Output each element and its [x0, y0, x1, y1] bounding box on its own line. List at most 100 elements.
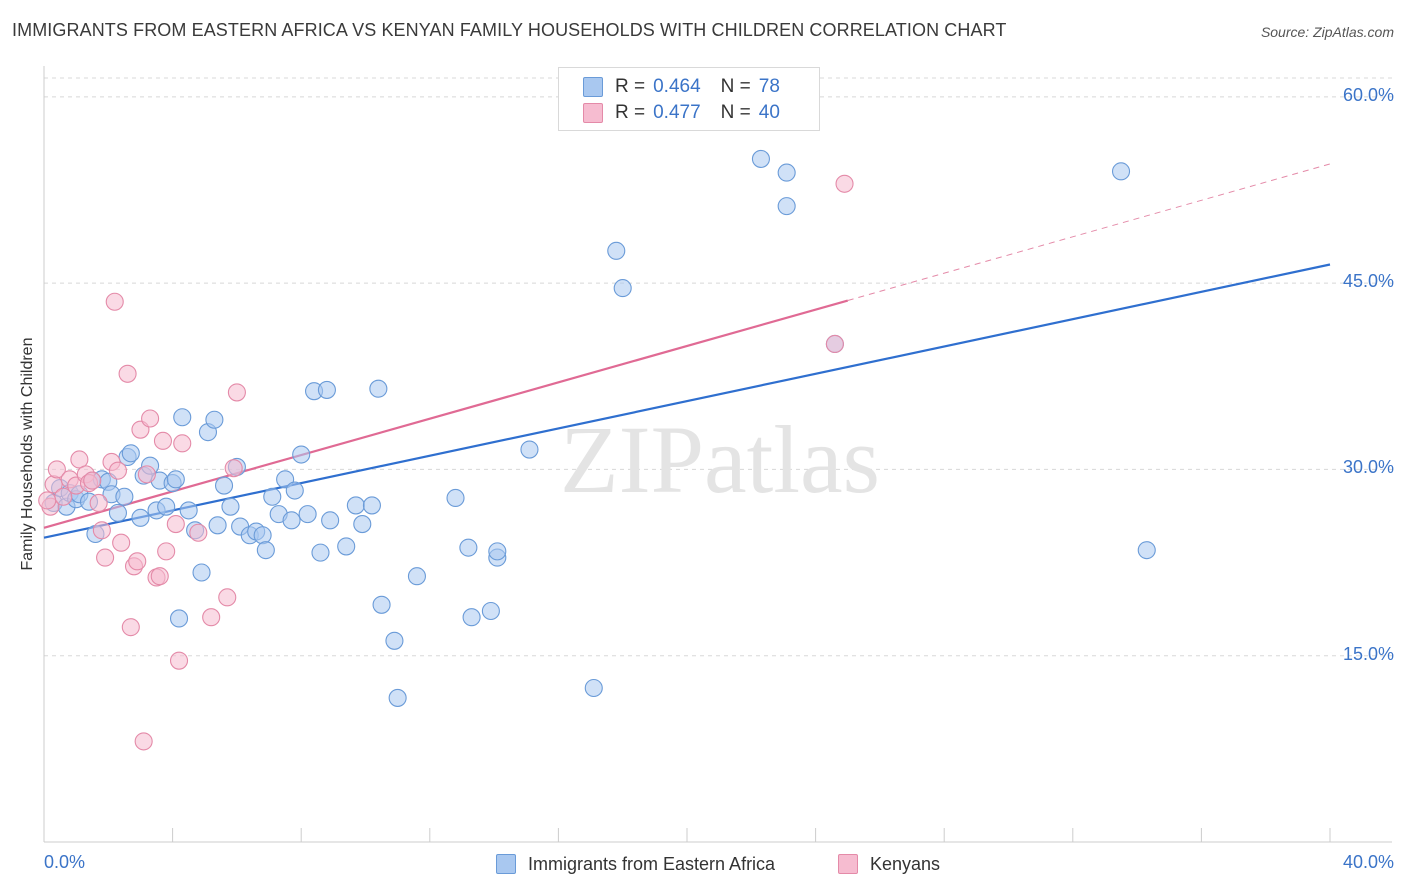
point-pink [83, 471, 102, 490]
point-pink [134, 732, 153, 751]
chart-title: IMMIGRANTS FROM EASTERN AFRICA VS KENYAN… [12, 20, 1007, 40]
r-label: R = [615, 76, 646, 97]
point-blue [166, 470, 185, 489]
point-blue [385, 631, 404, 650]
blue-swatch [496, 854, 516, 874]
point-blue [292, 445, 311, 464]
n-label: N = [720, 102, 751, 123]
point-blue [263, 487, 282, 506]
point-pink [92, 521, 111, 540]
point-blue [311, 543, 330, 562]
point-blue [173, 408, 192, 427]
series-legend-pink: Kenyans [838, 852, 940, 876]
point-blue [169, 609, 189, 628]
point-blue [481, 601, 500, 621]
point-blue [346, 496, 365, 515]
watermark: ZIPatlas [560, 406, 880, 513]
point-pink [227, 383, 246, 402]
gridlines [44, 77, 1392, 657]
source-label: Source: ZipAtlas.com [1260, 24, 1394, 40]
point-blue [462, 608, 481, 627]
point-pink [189, 523, 208, 542]
y-tick-label: 15.0% [1342, 643, 1394, 664]
blue-swatch [583, 77, 603, 97]
r-value-pink: 0.477 [653, 102, 701, 123]
point-blue [388, 688, 407, 707]
axes [43, 66, 1392, 843]
point-pink [105, 292, 124, 311]
point-pink [173, 434, 192, 453]
y-axis-label: Family Households with Children [19, 337, 36, 571]
point-blue [446, 488, 465, 508]
point-blue [179, 501, 198, 520]
point-blue [1137, 541, 1156, 560]
point-pink [166, 515, 185, 534]
point-blue [459, 538, 478, 557]
point-blue [407, 567, 426, 586]
point-blue [337, 537, 356, 556]
y-tick-label: 30.0% [1342, 457, 1394, 478]
point-pink [38, 491, 57, 510]
point-pink [121, 618, 140, 637]
point-blue [298, 505, 317, 524]
point-blue [253, 526, 272, 545]
point-blue [282, 511, 301, 530]
point-blue [108, 503, 127, 522]
point-pink [108, 461, 127, 480]
point-blue [751, 149, 770, 168]
n-label: N = [720, 76, 751, 97]
point-blue [256, 541, 275, 560]
point-pink [153, 431, 173, 450]
y-tick-label: 45.0% [1342, 271, 1394, 292]
point-blue [613, 279, 632, 298]
point-pink [218, 588, 237, 607]
point-blue [362, 496, 381, 515]
point-blue [121, 444, 140, 463]
point-pink [89, 493, 108, 513]
point-pink [70, 450, 89, 469]
point-blue [214, 476, 234, 495]
point-pink [141, 409, 160, 428]
series-name-pink: Kenyans [870, 853, 941, 874]
point-pink [825, 334, 844, 354]
data-points [38, 149, 1156, 751]
point-pink [202, 608, 221, 627]
legend-row-pink: R = 0.477 N = 40 [583, 101, 780, 125]
point-blue [321, 511, 340, 530]
x-tick-max: 40.0% [1342, 852, 1394, 872]
point-pink [137, 465, 156, 484]
point-blue [208, 516, 227, 535]
pink-swatch [583, 103, 603, 123]
point-blue [317, 380, 336, 399]
point-blue [1111, 162, 1131, 181]
correlation-legend: R = 0.464 N = 78 R = 0.477 N = 40 [558, 67, 820, 131]
point-blue [221, 497, 240, 516]
point-pink [224, 459, 243, 478]
point-blue [372, 595, 391, 614]
point-blue [157, 497, 176, 516]
point-blue [607, 241, 626, 260]
point-blue [520, 440, 539, 459]
point-blue [777, 197, 796, 216]
point-blue [192, 563, 211, 582]
point-pink [47, 460, 66, 479]
point-blue [285, 481, 304, 500]
point-blue [369, 379, 388, 398]
point-blue [353, 515, 372, 534]
series-name-blue: Immigrants from Eastern Africa [528, 853, 776, 874]
legend-row-blue: R = 0.464 N = 78 [583, 75, 780, 99]
point-blue [115, 487, 134, 506]
r-label: R = [615, 102, 646, 123]
point-blue [488, 542, 507, 561]
point-pink [118, 364, 137, 383]
r-value-blue: 0.464 [653, 76, 701, 97]
point-blue [777, 163, 796, 182]
series-legend-blue: Immigrants from Eastern Africa [496, 852, 775, 876]
trend-line-blue [43, 263, 1331, 539]
x-tick-min: 0.0% [44, 852, 86, 872]
point-pink [150, 567, 169, 586]
point-pink [157, 542, 176, 561]
pink-swatch [838, 854, 858, 874]
point-blue [584, 678, 603, 698]
point-pink [112, 533, 131, 552]
